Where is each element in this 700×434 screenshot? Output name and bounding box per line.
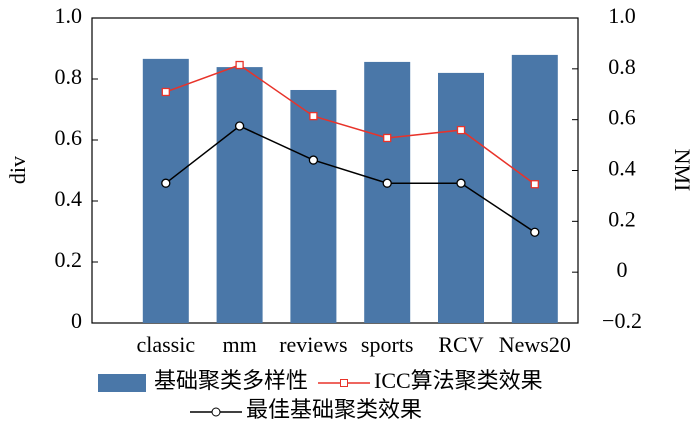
y2-tick-label: 1.0	[608, 3, 636, 28]
bar	[290, 89, 337, 323]
marker	[456, 125, 466, 135]
y-tick-label: 0.8	[55, 64, 83, 89]
y-tick-label: 0.6	[55, 125, 83, 150]
marker	[382, 178, 392, 188]
marker	[456, 178, 466, 188]
x-tick-label: News20	[499, 332, 571, 357]
marker	[383, 133, 392, 143]
y2-tick-label: 0.8	[608, 54, 636, 79]
y2-tick-label: −0.2	[602, 308, 642, 333]
bar	[438, 72, 484, 324]
y-tick-label: 0.4	[55, 186, 83, 211]
marker	[161, 178, 171, 188]
marker	[530, 227, 540, 237]
marker	[308, 155, 319, 165]
y2-tick-label: 0	[617, 257, 628, 282]
y2-tick-label: 0.4	[608, 156, 636, 181]
y2-tick-label: 0.2	[608, 206, 636, 231]
legend-label: 最佳基础聚类效果	[246, 397, 422, 422]
line	[165, 64, 536, 185]
x-tick-label: classic	[136, 332, 195, 357]
legend-swatch	[98, 374, 146, 392]
x-tick-label: sports	[361, 332, 414, 357]
bar	[364, 61, 411, 324]
line	[165, 125, 536, 233]
x-tick-label: reviews	[279, 332, 347, 357]
x-tick-label: RCV	[438, 332, 483, 357]
y2-tick-label: 0.6	[608, 105, 636, 130]
y-tick-label: 0.2	[55, 247, 83, 272]
marker	[530, 180, 539, 189]
y2-axis-label: NMI	[670, 149, 695, 192]
bar	[142, 58, 189, 324]
marker	[309, 111, 318, 121]
y-axis-label: div	[5, 156, 30, 184]
y-tick-label: 1.0	[55, 3, 83, 28]
x-tick-label: mm	[222, 332, 256, 357]
bar	[511, 54, 558, 323]
marker	[235, 60, 244, 70]
y-tick-label: 0	[71, 308, 82, 333]
legend-marker	[211, 407, 221, 417]
marker	[234, 121, 245, 131]
legend-label: ICC算法聚类效果	[374, 368, 543, 393]
marker	[161, 87, 170, 97]
legend-marker	[340, 379, 348, 387]
legend-label: 基础聚类多样性	[154, 368, 308, 393]
bar	[216, 67, 263, 323]
